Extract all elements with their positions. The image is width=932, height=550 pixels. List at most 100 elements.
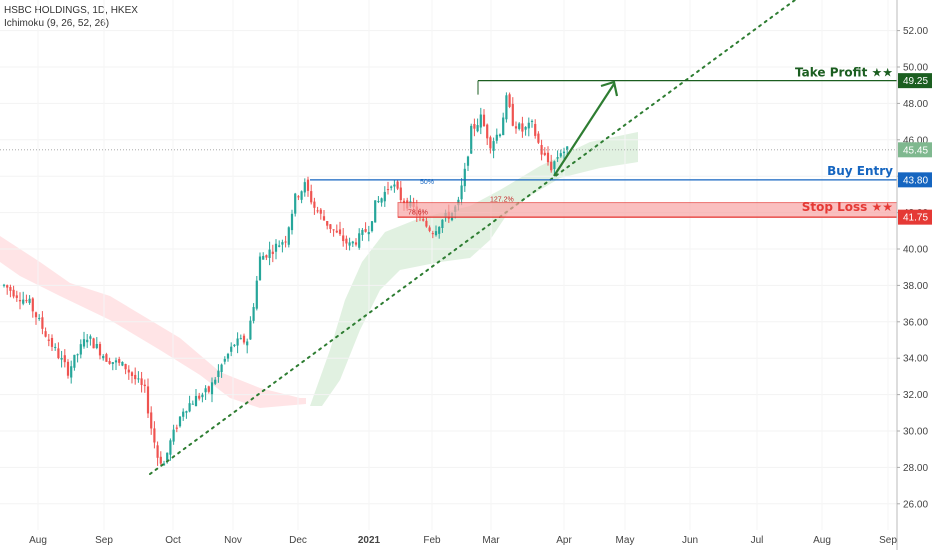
- take-profit-label: Take Profit ★★: [795, 66, 893, 80]
- candle-body: [41, 317, 44, 329]
- candle-body: [274, 243, 278, 252]
- candle-body: [422, 219, 425, 221]
- candle-body: [441, 219, 444, 229]
- candle-body: [540, 145, 543, 155]
- candle-body: [354, 242, 358, 245]
- candle-body: [428, 227, 431, 231]
- candle-body: [230, 346, 233, 352]
- candle-body: [255, 280, 258, 309]
- buy-entry-badge-text: 43.80: [903, 175, 928, 186]
- candle-body: [182, 411, 185, 417]
- candle-body: [335, 230, 338, 233]
- x-tick-label: Mar: [482, 535, 500, 546]
- candle-body: [265, 255, 268, 258]
- candle-body: [146, 386, 150, 414]
- fib-level-label: 78.6%: [408, 210, 428, 217]
- candle-body: [486, 124, 489, 139]
- candle-body: [380, 198, 383, 203]
- grid: [0, 30, 897, 505]
- candle-body: [2, 284, 6, 286]
- candle-body: [25, 300, 28, 302]
- candle-body: [239, 338, 242, 340]
- candle-body: [313, 201, 316, 208]
- candle-body: [233, 344, 236, 346]
- candle-body: [498, 134, 502, 137]
- candle-body: [284, 241, 287, 243]
- candle-body: [524, 126, 527, 130]
- candle-body: [114, 360, 118, 363]
- candle-body: [534, 123, 537, 136]
- candle-body: [258, 256, 262, 281]
- candle-body: [207, 386, 210, 392]
- candle-body: [460, 185, 463, 200]
- candle-body: [89, 336, 92, 339]
- chart-legend: HSBC HOLDINGS, 1D, HKEX Ichimoku (9, 26,…: [4, 4, 138, 30]
- y-tick-label: 38.00: [903, 281, 928, 292]
- candle-body: [543, 152, 546, 156]
- candle-body: [108, 361, 111, 364]
- candle-body: [47, 339, 50, 341]
- candle-body: [281, 242, 284, 245]
- ichimoku-cloud: [0, 132, 638, 408]
- x-tick-label: Feb: [423, 535, 441, 546]
- y-tick-label: 52.00: [903, 26, 928, 37]
- last-price-badge: [898, 142, 932, 158]
- candle-body: [294, 193, 297, 214]
- candle-body: [361, 229, 364, 235]
- candle-body: [130, 372, 134, 376]
- candle-body: [223, 358, 226, 362]
- candle-body: [537, 133, 540, 143]
- candle-body: [28, 298, 31, 303]
- candle-body: [329, 224, 332, 229]
- stop-loss-label: Stop Loss ★★: [802, 200, 893, 214]
- candle-body: [383, 191, 386, 202]
- candle-body: [44, 331, 47, 337]
- candle-body: [514, 126, 518, 129]
- take-profit-badge-text: 49.25: [903, 76, 928, 87]
- candle-body: [300, 191, 303, 200]
- last-price-badge-text: 45.45: [903, 145, 928, 156]
- candle-body: [169, 440, 172, 455]
- candle-body: [511, 103, 514, 126]
- candle-body: [134, 374, 137, 380]
- candle-body: [217, 370, 220, 378]
- y-tick-label: 50.00: [903, 63, 928, 74]
- candle-body: [546, 152, 550, 163]
- stop-loss-badge: [898, 209, 932, 225]
- x-tick-label: Dec: [289, 535, 307, 546]
- candle-body: [249, 320, 252, 340]
- candle-body: [287, 227, 290, 245]
- candle-body: [463, 168, 466, 187]
- y-tick-label: 26.00: [903, 499, 928, 510]
- cloud-bullish: [310, 132, 638, 406]
- candle-body: [386, 189, 390, 191]
- candle-body: [482, 114, 486, 127]
- candle-body: [118, 358, 121, 363]
- candle-body: [303, 182, 306, 193]
- x-tick-label: Nov: [224, 535, 242, 546]
- candle-body: [150, 412, 153, 429]
- candle-body: [562, 151, 566, 154]
- candle-body: [9, 287, 12, 291]
- candle-body: [105, 354, 108, 362]
- candle-body: [57, 348, 60, 359]
- candle-body: [473, 124, 476, 129]
- candle-body: [185, 411, 188, 413]
- candle-body: [521, 123, 524, 132]
- drawings: 50% 78.6% 127.2% Take Profit ★★ Buy Entry Sto…: [0, 0, 898, 475]
- y-tick-label: 46.00: [903, 135, 928, 146]
- candle-body: [396, 181, 399, 189]
- candle-body: [530, 120, 534, 122]
- candle-body: [438, 226, 441, 234]
- candle-body: [370, 221, 374, 232]
- take-profit-badge: [898, 73, 932, 89]
- candle-body: [358, 233, 361, 248]
- price-axis: 26.00 28.00 30.00 32.00 34.00 36.00 38.00 40.00…: [896, 0, 932, 550]
- fib-level-label: 50%: [420, 179, 434, 186]
- candle-body: [18, 299, 22, 302]
- candle-body: [332, 229, 335, 231]
- candle-body: [345, 238, 348, 244]
- candle-body: [476, 125, 479, 132]
- candle-body: [319, 209, 322, 214]
